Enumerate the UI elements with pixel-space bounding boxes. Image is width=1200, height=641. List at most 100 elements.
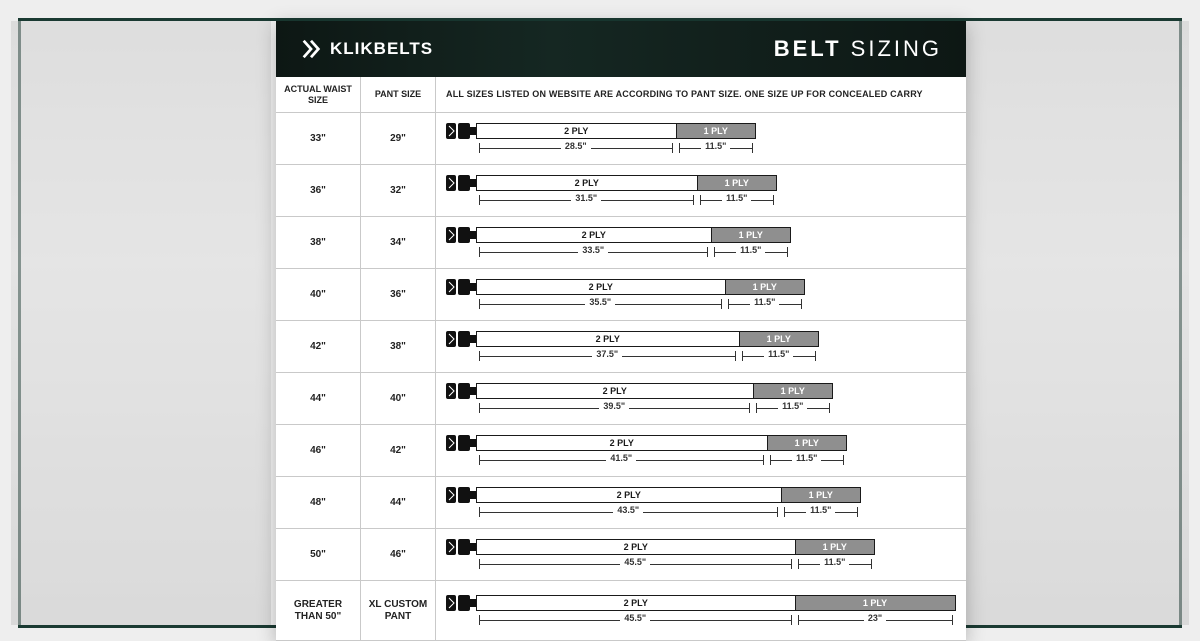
pant-cell: 46"	[361, 529, 436, 580]
waist-cell: 46"	[276, 425, 361, 476]
buckle-icon	[446, 435, 476, 451]
one-ply-segment: 1 PLY	[711, 227, 792, 243]
belt-cell: 2 PLY1 PLY 37.5"11.5"	[436, 321, 966, 372]
belt-bar: 2 PLY1 PLY	[446, 435, 950, 451]
one-ply-dim: 11.5"	[711, 245, 792, 259]
buckle-icon	[446, 539, 476, 555]
two-ply-dim: 43.5"	[476, 505, 781, 519]
dimension-row: 41.5"11.5"	[446, 453, 950, 469]
two-ply-segment: 2 PLY	[476, 383, 753, 399]
one-ply-segment: 1 PLY	[676, 123, 757, 139]
two-ply-dim: 39.5"	[476, 401, 753, 415]
two-ply-segment: 2 PLY	[476, 123, 676, 139]
one-ply-dim: 23"	[795, 613, 956, 627]
size-row: 50"46"2 PLY1 PLY45.5"11.5"	[276, 529, 966, 581]
two-ply-segment: 2 PLY	[476, 595, 795, 611]
two-ply-dim: 45.5"	[476, 613, 795, 627]
buckle-icon	[446, 227, 476, 243]
header-waist: ACTUAL WAIST SIZE	[276, 77, 361, 112]
two-ply-segment: 2 PLY	[476, 175, 697, 191]
size-row: GREATER THAN 50"XL CUSTOM PANT 2 PLY1 PLY…	[276, 581, 966, 641]
buckle-icon	[446, 279, 476, 295]
brand-name: KLIKBELTS	[330, 39, 433, 59]
brand-logo-icon	[300, 38, 322, 60]
dimension-row: 45.5"23"	[446, 613, 956, 629]
pant-cell: 38"	[361, 321, 436, 372]
size-row: 33"29" 2 PLY1 PLY 28.5"11.5"	[276, 113, 966, 165]
pant-cell: 32"	[361, 165, 436, 216]
two-ply-dim: 31.5"	[476, 193, 697, 207]
two-ply-dim: 33.5"	[476, 245, 711, 259]
size-row: 46"42" 2 PLY1 PLY 41.5"11.5"	[276, 425, 966, 477]
waist-cell: GREATER THAN 50"	[276, 581, 361, 640]
belt-cell: 2 PLY1 PLY45.5"11.5"	[436, 529, 966, 580]
size-row: 40"36"2 PLY1 PLY35.5"11.5"	[276, 269, 966, 321]
header-note: ALL SIZES LISTED ON WEBSITE ARE ACCORDIN…	[436, 77, 966, 112]
sizing-grid: ACTUAL WAIST SIZE PANT SIZE ALL SIZES LI…	[276, 77, 966, 641]
waist-cell: 33"	[276, 113, 361, 164]
size-row: 38"34"2 PLY1 PLY33.5"11.5"	[276, 217, 966, 269]
one-ply-dim: 11.5"	[739, 349, 820, 363]
two-ply-dim: 35.5"	[476, 297, 725, 311]
one-ply-segment: 1 PLY	[753, 383, 834, 399]
one-ply-segment: 1 PLY	[795, 595, 956, 611]
header-row: ACTUAL WAIST SIZE PANT SIZE ALL SIZES LI…	[276, 77, 966, 113]
header-pant: PANT SIZE	[361, 77, 436, 112]
one-ply-segment: 1 PLY	[781, 487, 862, 503]
waist-cell: 42"	[276, 321, 361, 372]
chart-header: KLIKBELTS BELT SIZING	[276, 21, 966, 77]
two-ply-segment: 2 PLY	[476, 227, 711, 243]
pant-cell: 44"	[361, 477, 436, 528]
belt-bar: 2 PLY1 PLY	[446, 487, 950, 503]
two-ply-segment: 2 PLY	[476, 487, 781, 503]
outer-frame: KLIKBELTS BELT SIZING ACTUAL WAIST SIZE …	[18, 18, 1182, 628]
bg-photo-right	[929, 21, 1189, 625]
belt-cell: 2 PLY1 PLY39.5"11.5"	[436, 373, 966, 424]
dimension-row: 28.5"11.5"	[446, 141, 950, 157]
one-ply-dim: 11.5"	[781, 505, 862, 519]
belt-bar: 2 PLY1 PLY	[446, 539, 950, 555]
belt-bar: 2 PLY1 PLY	[446, 383, 950, 399]
one-ply-segment: 1 PLY	[725, 279, 806, 295]
sizing-chart: KLIKBELTS BELT SIZING ACTUAL WAIST SIZE …	[276, 21, 966, 641]
pant-cell: XL CUSTOM PANT	[361, 581, 436, 640]
one-ply-dim: 11.5"	[725, 297, 806, 311]
buckle-icon	[446, 331, 476, 347]
one-ply-dim: 11.5"	[697, 193, 778, 207]
dimension-row: 37.5"11.5"	[446, 349, 950, 365]
two-ply-dim: 37.5"	[476, 349, 739, 363]
pant-cell: 42"	[361, 425, 436, 476]
waist-cell: 44"	[276, 373, 361, 424]
one-ply-segment: 1 PLY	[767, 435, 848, 451]
buckle-icon	[446, 487, 476, 503]
dimension-row: 31.5"11.5"	[446, 193, 950, 209]
belt-bar: 2 PLY1 PLY	[446, 595, 956, 611]
dimension-row: 35.5"11.5"	[446, 297, 950, 313]
pant-cell: 34"	[361, 217, 436, 268]
one-ply-dim: 11.5"	[676, 141, 757, 155]
size-row: 42"38" 2 PLY1 PLY 37.5"11.5"	[276, 321, 966, 373]
waist-cell: 40"	[276, 269, 361, 320]
pant-cell: 36"	[361, 269, 436, 320]
buckle-icon	[446, 175, 476, 191]
belt-cell: 2 PLY1 PLY31.5"11.5"	[436, 165, 966, 216]
waist-cell: 36"	[276, 165, 361, 216]
buckle-icon	[446, 123, 476, 139]
belt-bar: 2 PLY1 PLY	[446, 331, 950, 347]
title-light: SIZING	[851, 36, 942, 61]
belt-cell: 2 PLY1 PLY43.5"11.5"	[436, 477, 966, 528]
waist-cell: 50"	[276, 529, 361, 580]
two-ply-segment: 2 PLY	[476, 539, 795, 555]
one-ply-segment: 1 PLY	[739, 331, 820, 347]
title-bold: BELT	[774, 36, 842, 61]
bg-photo-left	[11, 21, 271, 625]
belt-bar: 2 PLY1 PLY	[446, 279, 950, 295]
belt-cell: 2 PLY1 PLY35.5"11.5"	[436, 269, 966, 320]
belt-cell: 2 PLY1 PLY 28.5"11.5"	[436, 113, 966, 164]
two-ply-segment: 2 PLY	[476, 279, 725, 295]
size-row: 36"32"2 PLY1 PLY31.5"11.5"	[276, 165, 966, 217]
pant-cell: 29"	[361, 113, 436, 164]
size-row: 44"40"2 PLY1 PLY39.5"11.5"	[276, 373, 966, 425]
belt-cell: 2 PLY1 PLY 41.5"11.5"	[436, 425, 966, 476]
belt-cell: 2 PLY1 PLY45.5"23"	[436, 581, 972, 640]
